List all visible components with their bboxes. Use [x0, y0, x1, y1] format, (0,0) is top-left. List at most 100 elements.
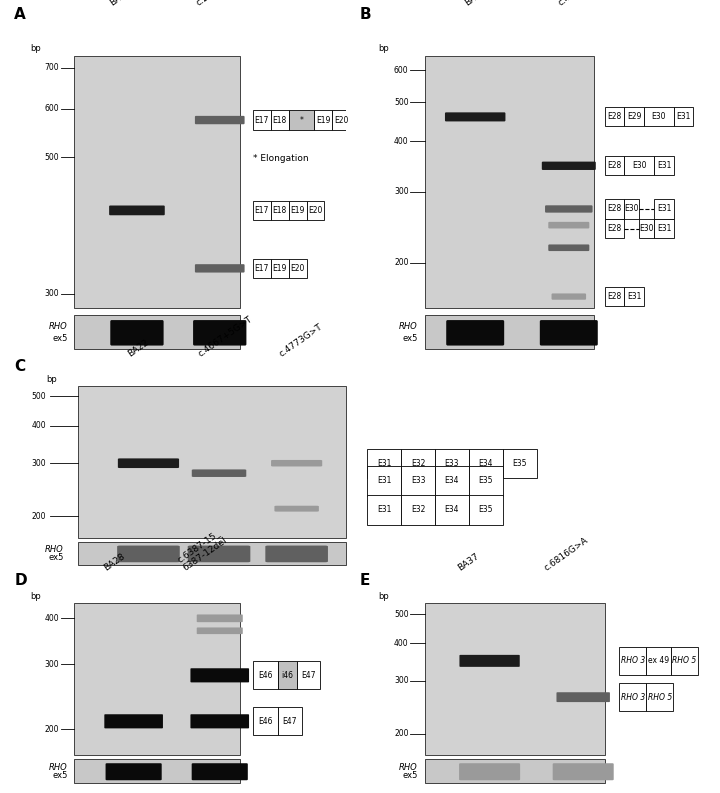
Text: E18: E18 [273, 206, 287, 215]
FancyBboxPatch shape [401, 466, 435, 496]
FancyBboxPatch shape [401, 449, 435, 478]
Text: RHO 5: RHO 5 [672, 657, 696, 665]
Text: BA20: BA20 [463, 0, 487, 7]
Text: E31: E31 [377, 458, 392, 468]
FancyBboxPatch shape [315, 110, 333, 129]
FancyBboxPatch shape [549, 222, 589, 228]
FancyBboxPatch shape [271, 460, 323, 466]
FancyBboxPatch shape [435, 466, 469, 496]
Text: E18: E18 [273, 116, 287, 125]
FancyBboxPatch shape [619, 684, 647, 711]
FancyBboxPatch shape [435, 449, 469, 478]
Text: 500: 500 [394, 98, 409, 107]
FancyBboxPatch shape [545, 205, 593, 213]
Text: 700: 700 [45, 63, 59, 72]
Text: bp: bp [30, 592, 41, 601]
Text: c.2743G>A: c.2743G>A [194, 0, 242, 7]
Text: RHO: RHO [45, 546, 64, 554]
Text: E31: E31 [677, 113, 690, 121]
Text: 300: 300 [32, 458, 46, 468]
FancyBboxPatch shape [605, 107, 624, 127]
FancyBboxPatch shape [503, 449, 536, 478]
FancyBboxPatch shape [104, 714, 163, 729]
Text: 600: 600 [45, 104, 59, 113]
FancyBboxPatch shape [253, 661, 279, 689]
FancyBboxPatch shape [469, 495, 503, 525]
FancyBboxPatch shape [190, 668, 249, 683]
FancyBboxPatch shape [78, 386, 346, 538]
FancyBboxPatch shape [670, 647, 698, 675]
Text: BA37: BA37 [456, 552, 480, 573]
FancyBboxPatch shape [188, 546, 251, 562]
FancyBboxPatch shape [425, 56, 594, 308]
FancyBboxPatch shape [78, 542, 346, 565]
Text: E33: E33 [445, 458, 459, 468]
Text: i46: i46 [282, 671, 294, 680]
Text: E28: E28 [608, 224, 621, 233]
FancyBboxPatch shape [289, 110, 315, 129]
FancyBboxPatch shape [425, 760, 605, 783]
FancyBboxPatch shape [540, 320, 598, 346]
Text: E17: E17 [255, 264, 269, 273]
Text: RHO 3: RHO 3 [621, 657, 645, 665]
FancyBboxPatch shape [549, 244, 589, 251]
FancyBboxPatch shape [253, 110, 271, 129]
FancyBboxPatch shape [469, 466, 503, 496]
Text: E46: E46 [258, 671, 273, 680]
FancyBboxPatch shape [446, 320, 504, 346]
Text: 300: 300 [394, 187, 409, 197]
Text: ex5: ex5 [52, 772, 68, 780]
Text: E20: E20 [290, 264, 305, 273]
FancyBboxPatch shape [271, 259, 289, 278]
Text: E34: E34 [479, 458, 493, 468]
Text: 400: 400 [45, 614, 59, 623]
Text: E47: E47 [283, 717, 297, 726]
Text: E30: E30 [639, 224, 654, 233]
Text: c.4254-5T>A: c.4254-5T>A [557, 0, 610, 7]
FancyBboxPatch shape [118, 458, 179, 468]
Text: 400: 400 [394, 639, 409, 648]
Text: BA22: BA22 [126, 338, 150, 359]
FancyBboxPatch shape [654, 199, 674, 219]
FancyBboxPatch shape [74, 56, 240, 308]
Text: E31: E31 [657, 161, 671, 170]
FancyBboxPatch shape [74, 315, 240, 350]
Text: E47: E47 [301, 671, 316, 680]
FancyBboxPatch shape [197, 615, 243, 623]
FancyBboxPatch shape [192, 469, 246, 477]
FancyBboxPatch shape [644, 107, 674, 127]
Text: E20: E20 [308, 206, 323, 215]
FancyBboxPatch shape [279, 707, 302, 735]
Text: 500: 500 [45, 153, 59, 162]
Text: B: B [360, 7, 372, 22]
Text: BA14: BA14 [109, 0, 133, 7]
FancyBboxPatch shape [605, 156, 624, 175]
Text: ex5: ex5 [52, 335, 68, 343]
FancyBboxPatch shape [367, 449, 401, 478]
Text: E31: E31 [627, 292, 641, 301]
Text: E32: E32 [411, 505, 426, 515]
FancyBboxPatch shape [192, 763, 248, 780]
Text: E19: E19 [272, 264, 287, 273]
FancyBboxPatch shape [619, 647, 647, 675]
FancyBboxPatch shape [654, 156, 674, 175]
Text: RHO 5: RHO 5 [647, 692, 672, 702]
Text: E35: E35 [479, 477, 493, 485]
FancyBboxPatch shape [195, 116, 245, 125]
FancyBboxPatch shape [266, 546, 328, 562]
FancyBboxPatch shape [333, 110, 350, 129]
Text: E28: E28 [608, 292, 621, 301]
Text: RHO: RHO [49, 322, 68, 331]
Text: 500: 500 [394, 610, 409, 619]
FancyBboxPatch shape [557, 692, 610, 702]
Text: c.6387-15_
6387-12del: c.6387-15_ 6387-12del [176, 527, 229, 573]
FancyBboxPatch shape [253, 259, 271, 278]
Text: E: E [360, 573, 370, 588]
FancyBboxPatch shape [274, 506, 319, 511]
Text: RHO 3: RHO 3 [621, 692, 645, 702]
Text: RHO: RHO [399, 763, 418, 772]
Text: ex5: ex5 [402, 772, 418, 780]
FancyBboxPatch shape [459, 655, 520, 667]
FancyBboxPatch shape [541, 162, 596, 170]
FancyBboxPatch shape [459, 763, 520, 780]
